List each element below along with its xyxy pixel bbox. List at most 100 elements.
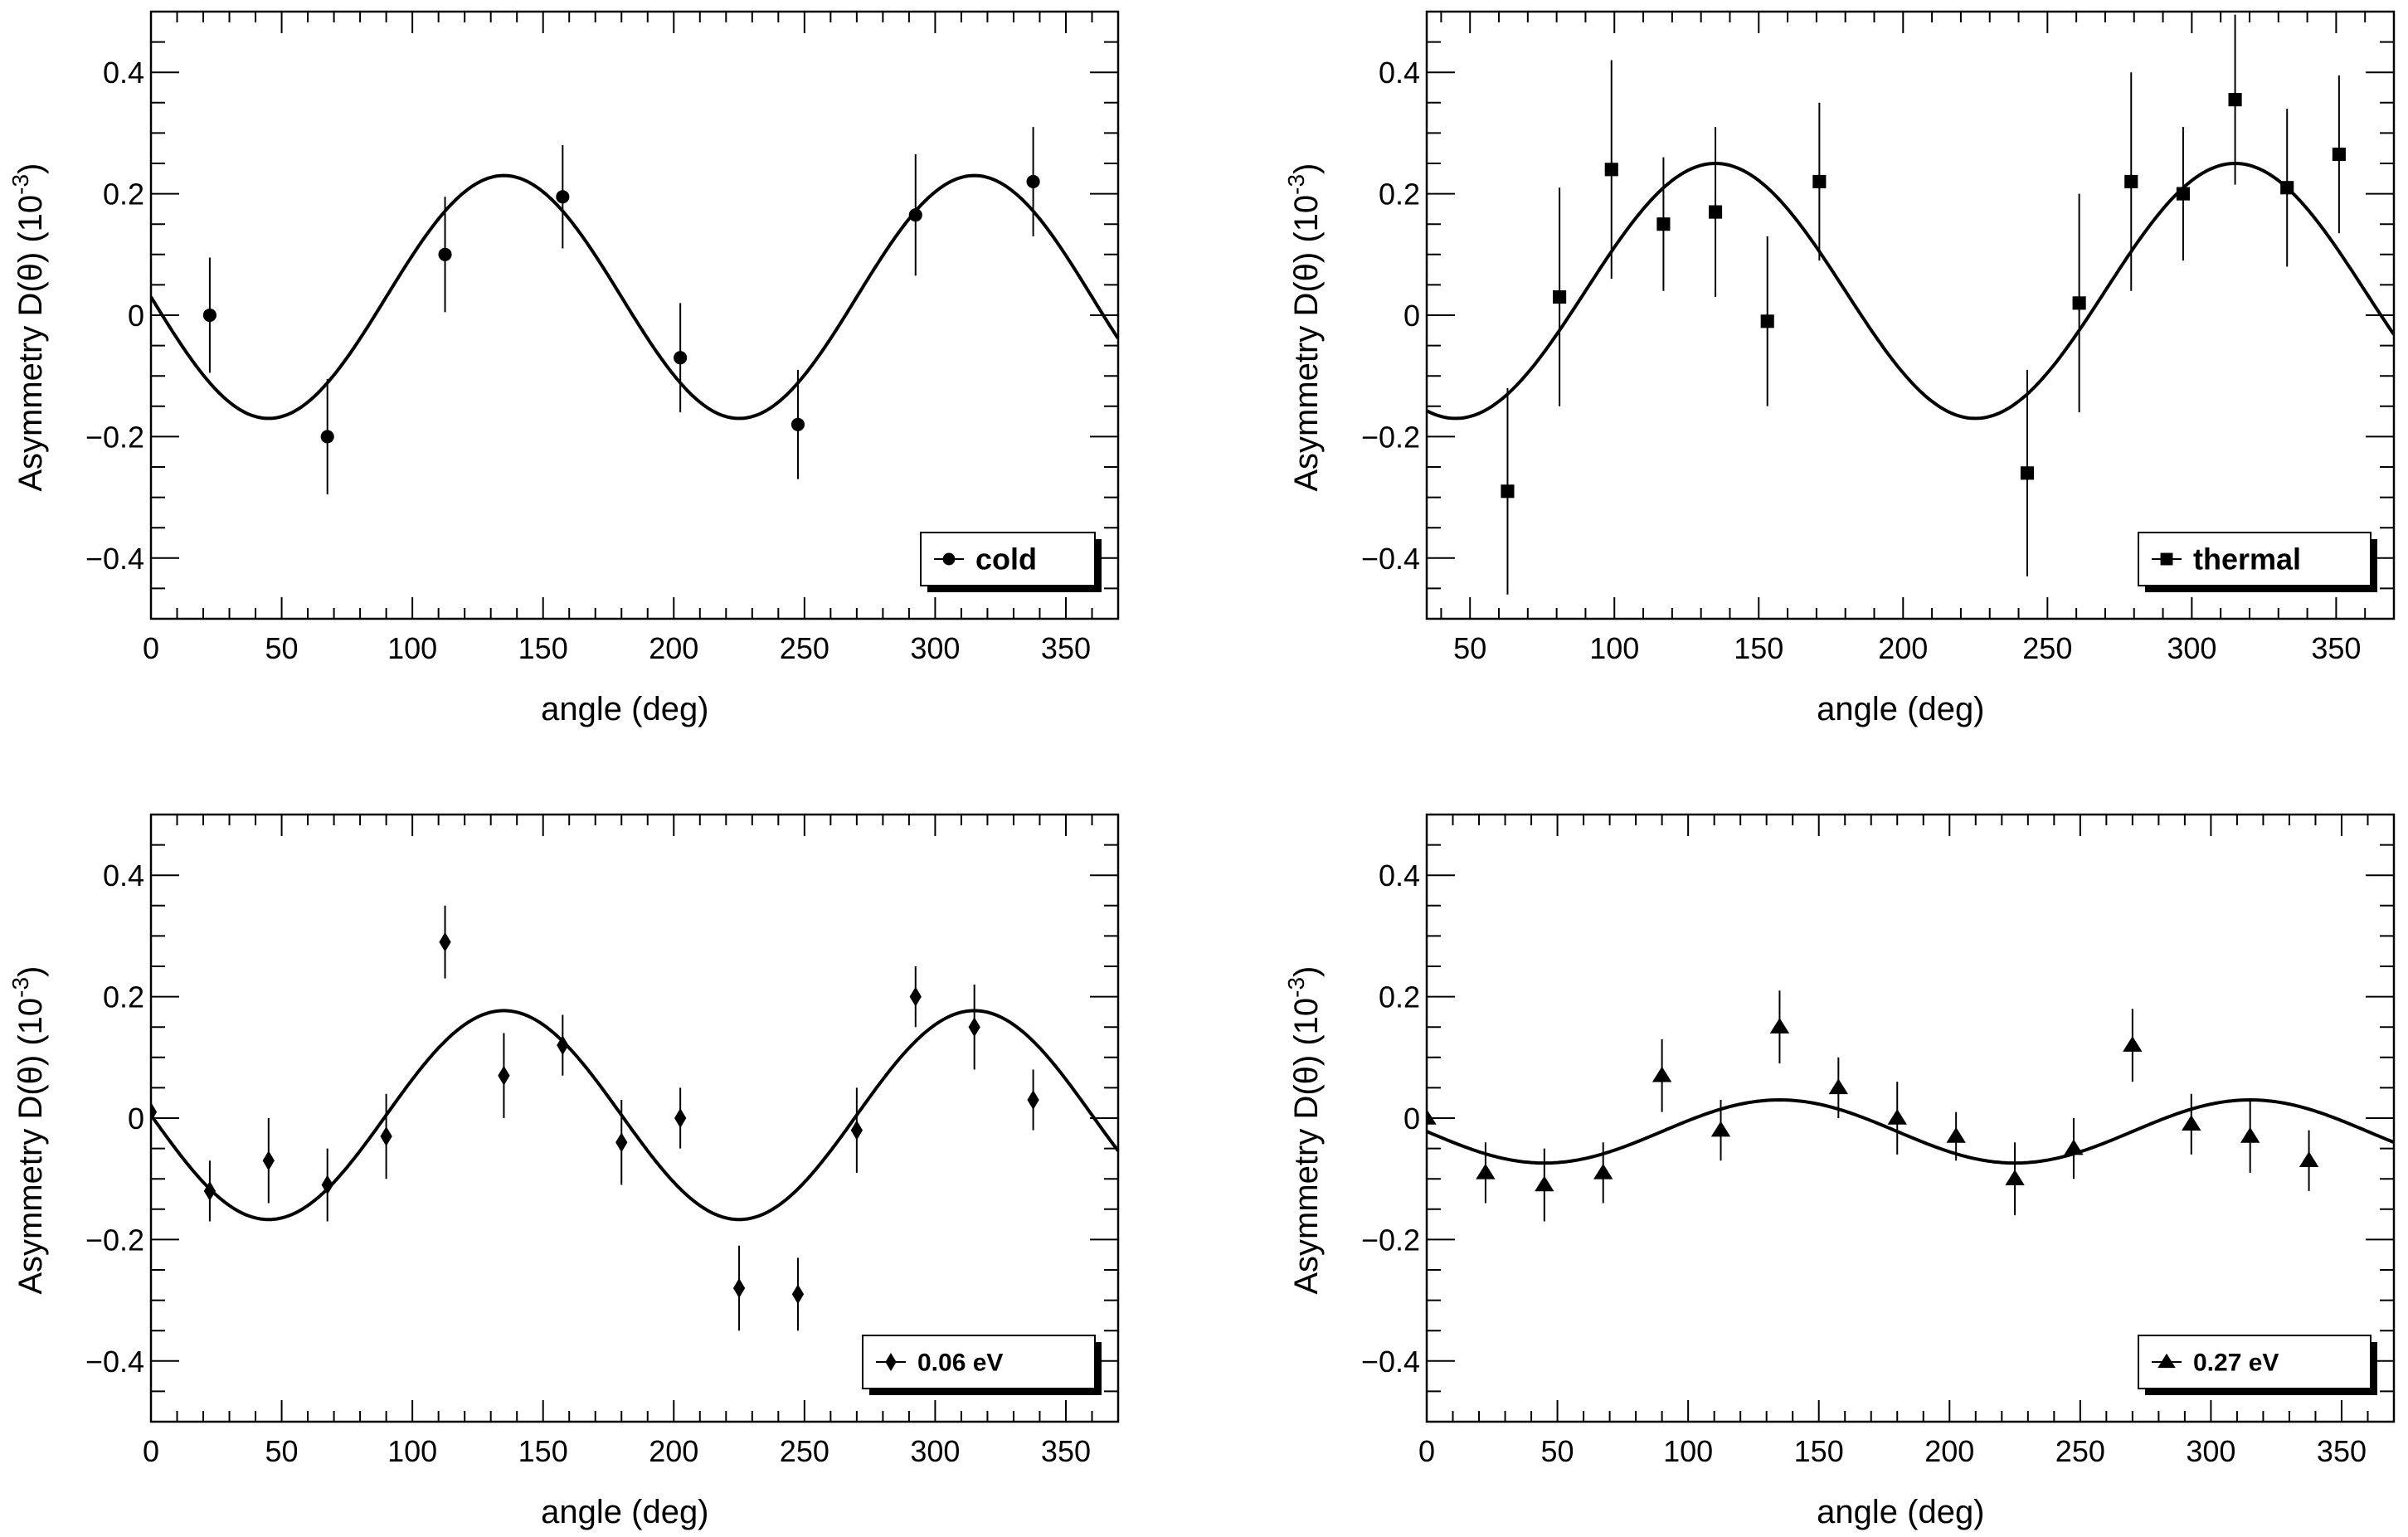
y-tick-label: −0.2 [1361,1223,1420,1257]
y-axis-label-main: Asymmetry D(θ) (10 [1288,998,1325,1295]
data-point-diamond [380,1126,392,1146]
x-axis-label: angle (deg) [1817,1494,1984,1530]
y-axis-label-exponent: -3 [1283,174,1309,195]
data-point-diamond [850,1120,863,1141]
x-tick-label: 0 [143,1434,159,1468]
data-point-triangle [2123,1036,2143,1052]
y-tick-label: 0 [1403,1102,1420,1136]
chart-panel-bottom-right: 0 50 100 150 200 250 300 350 −0.4 −0.2 0 0.2 0.4 angl… [1283,813,2396,1530]
y-axis-label-close: ) [1288,163,1325,174]
x-tick-label: 50 [1541,1434,1574,1468]
legend-label: 0.27 eV [2193,1350,2279,1377]
data-point-triangle [2299,1151,2319,1167]
y-tick-label: 0.4 [1379,858,1420,893]
y-tick-label: −0.2 [85,420,144,454]
data-point-square [1501,484,1515,499]
data-point-diamond [262,1150,275,1171]
data-point-circle [556,190,570,204]
x-tick-label: 250 [780,1434,829,1468]
data-point-triangle [1535,1175,1554,1192]
x-tick-label: 100 [1663,1434,1713,1468]
data-point-square [1604,163,1618,177]
x-tick-label: 300 [2167,631,2216,665]
y-axis-label-exponent: -3 [7,977,33,998]
data-point-diamond [732,1278,746,1298]
legend-marker [885,1352,897,1372]
x-tick-label: 150 [518,631,568,665]
legend-marker [2157,1353,2176,1369]
legend-marker [942,552,956,566]
y-tick-label: −0.4 [85,542,144,576]
legend-label: cold [975,542,1037,576]
data-point-triangle [1710,1121,1731,1137]
y-axis-label-exponent: -3 [1283,977,1309,998]
chart-panel-top-left: 0 50 100 150 200 250 300 350 −0.4 −0.2 0 0.2 0.4 angl… [7,10,1120,727]
data-point-square [1708,205,1723,219]
fit-curve [151,173,1118,421]
y-tick-label: −0.4 [1361,542,1420,576]
data-point-triangle [2005,1170,2025,1185]
y-axis-label-main: Asymmetry D(θ) (10 [12,998,49,1295]
data-point-square [1656,217,1671,231]
x-tick-label: 100 [1589,631,1639,665]
chart-panel-top-right: 50 100 150 200 250 300 350 −0.4 −0.2 0 0.2 0.4 angle… [1283,10,2396,727]
legend-label: thermal [2193,542,2301,576]
fit-curve [1427,161,2394,421]
y-axis-label: Asymmetry D(θ) (10-3) [1283,966,1325,1295]
y-tick-label: 0 [1403,299,1420,333]
x-axis-label: angle (deg) [541,691,708,727]
x-tick-label: 50 [265,631,299,665]
data-point-square [2332,147,2346,162]
x-tick-label: 200 [649,1434,698,1468]
data-point-circle [908,208,922,222]
x-tick-label: 150 [518,1434,568,1468]
data-point-circle [320,430,334,444]
y-tick-label: 0 [128,1102,144,1136]
data-point-triangle [2240,1126,2260,1143]
x-tick-label: 150 [1734,631,1783,665]
data-point-circle [674,351,688,365]
y-tick-label: 0 [128,299,144,333]
x-tick-label: 250 [2022,631,2072,665]
data-point-diamond [498,1065,510,1086]
data-point-square [1812,174,1827,189]
y-axis-label-close: ) [12,966,49,977]
x-tick-label: 50 [1453,631,1486,665]
y-tick-label: −0.2 [1361,420,1420,454]
data-point-diamond [968,1017,980,1038]
data-point-triangle [1769,1018,1790,1034]
data-point-square [1760,314,1774,328]
x-tick-label: 200 [1878,631,1928,665]
x-tick-label: 150 [1794,1434,1844,1468]
data-point-triangle [1593,1163,1613,1180]
y-axis-label: Asymmetry D(θ) (10-3) [7,163,49,492]
x-tick-label: 250 [2055,1434,2105,1468]
data-point-square [2020,466,2035,480]
x-tick-label: 300 [910,1434,960,1468]
data-point-triangle [2182,1115,2201,1131]
data-point-diamond [151,1102,158,1122]
data-point-diamond [615,1132,628,1153]
data-point-diamond [674,1108,687,1128]
x-tick-label: 100 [387,631,437,665]
data-point-triangle [2064,1139,2084,1155]
data-series [202,127,1040,494]
y-tick-label: −0.4 [1361,1345,1420,1379]
x-tick-label: 100 [387,1434,437,1468]
x-tick-label: 300 [2186,1434,2235,1468]
y-tick-label: 0.2 [1379,178,1420,212]
data-point-triangle [1476,1163,1496,1180]
y-tick-label: −0.2 [85,1223,144,1257]
y-axis-label-main: Asymmetry D(θ) (10 [12,195,49,492]
x-tick-label: 200 [1924,1434,1974,1468]
fit-curve [1427,1097,2394,1165]
y-tick-label: 0.2 [103,178,144,212]
data-point-square [2280,181,2294,195]
data-point-triangle [1828,1078,1849,1095]
data-point-diamond [203,1180,216,1201]
x-tick-label: 350 [1041,631,1091,665]
y-axis-label-main: Asymmetry D(θ) (10 [1288,195,1325,492]
y-axis-label-exponent: -3 [7,174,33,195]
data-point-square [1553,289,1567,304]
y-tick-label: 0.4 [103,56,144,90]
